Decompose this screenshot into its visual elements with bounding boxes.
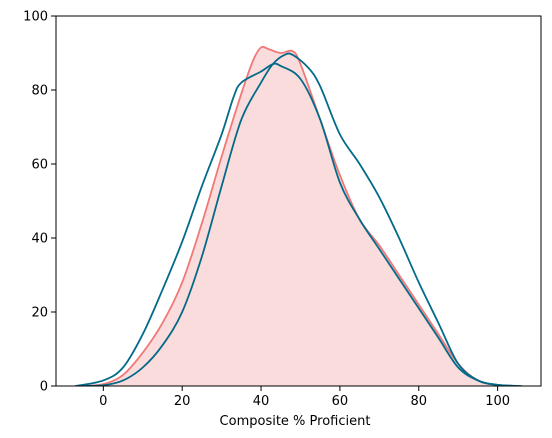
x-tick-label: 40 (253, 394, 270, 409)
axes-frame (55, 15, 542, 387)
x-axis-title: Composite % Proficient (220, 414, 371, 429)
x-tick-label: 0 (99, 394, 107, 409)
y-tick-label: 100 (23, 10, 48, 25)
y-tick-label: 40 (31, 232, 48, 247)
plot-layer (74, 45, 523, 386)
y-tick-label: 0 (40, 380, 48, 395)
x-tick-label: 20 (174, 394, 191, 409)
series-2-line (74, 62, 523, 386)
x-tick-label: 60 (332, 394, 349, 409)
series-group (74, 45, 523, 386)
axes-layer: 0 20 40 60 80 100 0 20 40 60 80 100 (23, 10, 542, 409)
series-3-line (78, 52, 519, 386)
x-tick-label: 80 (410, 394, 427, 409)
x-tick-label: 100 (485, 394, 510, 409)
series-1-line (78, 45, 519, 386)
y-tick-label: 60 (31, 158, 48, 173)
y-tick-label: 20 (31, 306, 48, 321)
y-tick-label: 80 (31, 84, 48, 99)
series-1-area (79, 46, 518, 386)
